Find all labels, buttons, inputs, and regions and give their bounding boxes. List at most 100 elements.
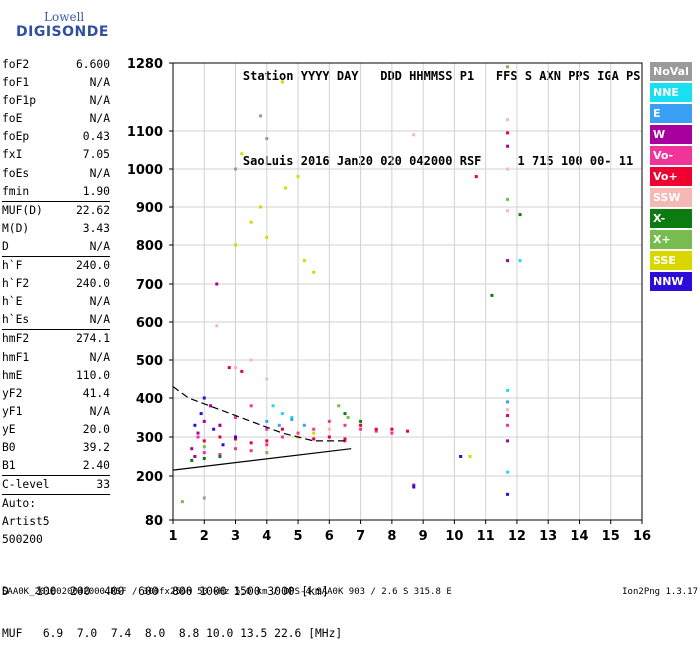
header-value: RSF [459, 154, 482, 168]
data-point-nnw [459, 455, 463, 458]
auto-label: Auto: [2, 497, 37, 511]
data-point-nne [280, 412, 284, 416]
data-point-w [209, 404, 213, 408]
data-point-vo- [227, 366, 231, 370]
data-point-nnw [506, 492, 510, 496]
header-value: 2016 [300, 154, 330, 168]
header-label: IGA [597, 69, 619, 83]
param-row: h`E N/A [2, 293, 110, 311]
header-value: 11 [618, 154, 634, 168]
software-version: Ion2Png 1.3.17 [622, 587, 698, 597]
scaled-parameters-panel: foF2 6.600 foF1 N/A foF1p N/A foE N/A foEp 0.43 fx… [2, 56, 110, 549]
param-name: h`F [2, 259, 23, 273]
plot-grid [172, 62, 643, 521]
distance-value: 600 [138, 585, 159, 598]
data-point-vo- [280, 427, 284, 431]
data-point-ssw [506, 118, 510, 122]
muf-distance-row: D 100 200 400 600 800 1000 1500 3000 [km… [2, 585, 342, 599]
param-row: h`F2 240.0 [2, 275, 110, 293]
y-tick-label: 1280 [127, 57, 163, 72]
header-label: AXN [539, 69, 561, 83]
param-name: fxI [2, 148, 23, 162]
data-point-ssw [249, 358, 253, 362]
x-tick-label: 13 [539, 529, 557, 544]
data-point-vo- [202, 439, 206, 443]
data-point-sse [234, 243, 238, 247]
data-point-x- [265, 451, 269, 455]
plot-frame [172, 62, 643, 521]
muf-value: 8.8 [178, 627, 200, 640]
param-value: N/A [89, 350, 110, 364]
autoscaler-version: 500200 [2, 533, 43, 547]
data-point-vo- [280, 435, 284, 439]
muf-row-label: D [2, 585, 9, 598]
param-value: N/A [89, 295, 110, 309]
param-value: 39.2 [82, 440, 110, 454]
x-tick-label: 7 [356, 529, 365, 544]
header-label: YYYY [300, 69, 330, 83]
muf-value: 6.9 [42, 627, 64, 640]
data-point-vo- [343, 423, 347, 427]
data-point-x- [218, 455, 222, 458]
param-value: 110.0 [75, 368, 110, 382]
data-point-vo- [202, 451, 206, 455]
param-row: fxI 7.05 [2, 146, 110, 164]
header-label: HHMMSS [409, 69, 453, 83]
param-row: M(D) 3.43 [2, 220, 110, 238]
param-value: 240.0 [75, 259, 110, 273]
header-label: FFS [495, 69, 518, 83]
data-point-w [196, 431, 200, 435]
param-name: hmE [2, 368, 23, 382]
y-tick-label: 80 [145, 514, 163, 529]
param-value: 0.43 [82, 130, 110, 144]
data-point-vo- [374, 429, 378, 433]
param-row: foF1p N/A [2, 92, 110, 110]
data-point-e [290, 417, 294, 421]
muf-value: 8.0 [144, 627, 166, 640]
param-value: 22.62 [75, 203, 110, 217]
data-point-sse [284, 186, 288, 190]
param-row: foEs N/A [2, 165, 110, 183]
data-point-sse [312, 431, 316, 435]
param-value: N/A [89, 166, 110, 180]
muf-value: 7.4 [110, 627, 132, 640]
data-point-vo- [196, 435, 200, 439]
data-point-sse [240, 152, 244, 156]
data-point-ssw [215, 324, 219, 328]
param-row: foF1 N/A [2, 74, 110, 92]
param-name: fmin [2, 184, 30, 198]
header-value: 00- [589, 154, 612, 168]
param-value: 6.600 [75, 58, 110, 71]
param-name: D [2, 239, 9, 253]
data-point-nnw [234, 435, 238, 439]
data-point-vo- [506, 414, 510, 418]
data-point-x- [343, 412, 347, 416]
data-point-noval [259, 114, 263, 118]
data-point-sse [312, 270, 316, 274]
legend-item: NNE [650, 83, 692, 102]
param-name: foF2 [2, 58, 30, 71]
data-point-nnw [199, 412, 203, 416]
param-value: N/A [89, 76, 110, 90]
data-point-sse [249, 220, 253, 224]
x-tick-label: 16 [633, 529, 651, 544]
param-value: 33 [96, 478, 110, 492]
data-point-w [412, 483, 416, 487]
param-row: D N/A [2, 238, 110, 256]
data-point-vo- [374, 427, 378, 431]
param-name: yF1 [2, 404, 23, 418]
data-point-ssw [327, 427, 331, 431]
data-point-w [506, 259, 510, 263]
header-label: Station [242, 69, 294, 83]
legend-item: W [650, 125, 692, 144]
data-point-sse [468, 455, 472, 458]
data-point-x- [359, 419, 363, 423]
param-value: 2.40 [82, 459, 110, 473]
header-label: DDD [380, 69, 402, 83]
data-point-w [218, 423, 222, 427]
divider [2, 494, 110, 496]
x-tick-label: 10 [445, 529, 463, 544]
distance-value: 200 [70, 585, 91, 598]
data-point-sse [265, 235, 269, 239]
param-name: foEs [2, 166, 30, 180]
